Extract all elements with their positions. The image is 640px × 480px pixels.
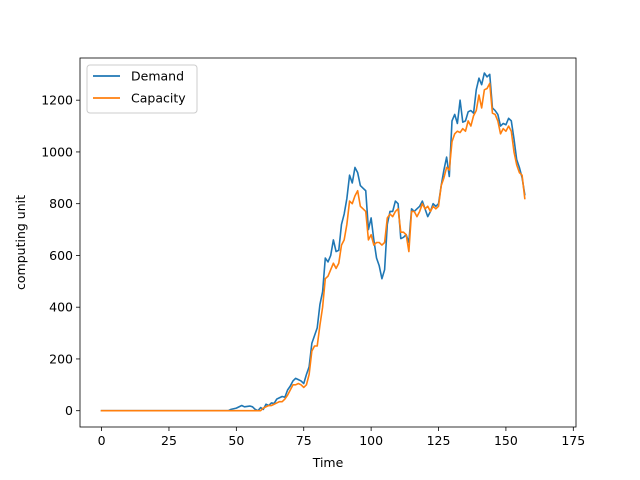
x-tick-label: 100 xyxy=(359,433,383,448)
y-tick-label: 800 xyxy=(49,196,73,211)
y-tick-label: 1000 xyxy=(41,144,73,159)
x-tick-label: 125 xyxy=(427,433,451,448)
series-layer xyxy=(100,72,526,412)
y-tick-label: 1200 xyxy=(41,93,73,108)
x-tick-label: 150 xyxy=(494,433,518,448)
x-tick-label: 25 xyxy=(161,433,177,448)
x-tick-label: 75 xyxy=(296,433,312,448)
legend: Demand Capacity xyxy=(86,64,198,114)
x-tick-label: 50 xyxy=(228,433,244,448)
y-axis-label: computing unit xyxy=(13,195,28,290)
x-axis-label: Time xyxy=(312,455,344,470)
series-line-capacity xyxy=(100,82,526,412)
plot-area xyxy=(79,57,577,428)
legend-label-capacity: Capacity xyxy=(131,91,186,106)
x-tick-label: 0 xyxy=(98,433,106,448)
plot-frame xyxy=(79,57,577,428)
series-line-demand xyxy=(100,72,526,412)
legend-label-demand: Demand xyxy=(131,69,184,84)
y-axis: 0 200 400 600 800 1000 1200 xyxy=(41,93,80,418)
y-tick-label: 0 xyxy=(65,403,73,418)
y-tick-label: 200 xyxy=(49,351,73,366)
legend-box xyxy=(86,64,198,114)
y-tick-label: 600 xyxy=(49,248,73,263)
x-tick-label: 175 xyxy=(561,433,585,448)
y-tick-label: 400 xyxy=(49,300,73,315)
x-axis: 0 25 50 75 100 125 150 175 xyxy=(98,427,585,448)
